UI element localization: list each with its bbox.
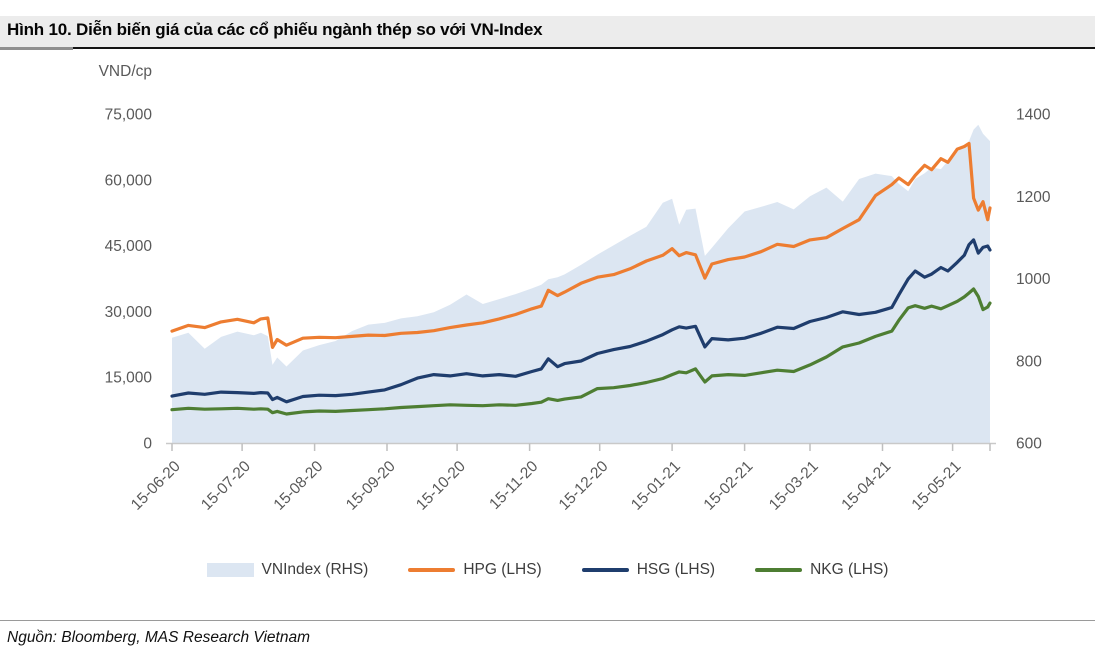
left-axis-tick: 60,000 (105, 172, 153, 189)
source-note: Nguồn: Bloomberg, MAS Research Vietnam (7, 629, 310, 646)
chart-legend: VNIndex (RHS) HPG (LHS) HSG (LHS) NKG (LHS) (0, 561, 1095, 579)
legend-line-swatch (581, 568, 629, 572)
x-axis-label: 15-07-20 (198, 458, 254, 514)
x-axis-label: 15-10-20 (413, 458, 469, 514)
left-axis-title: VND/cp (99, 63, 152, 80)
figure-title-band: Hình 10. Diễn biến giá của các cổ phiếu … (0, 16, 1095, 50)
footer-divider (0, 620, 1095, 621)
left-axis-tick: 75,000 (105, 107, 153, 124)
legend-label: HSG (LHS) (636, 561, 716, 578)
legend-item-nkg: NKG (LHS) (755, 561, 888, 579)
left-axis-tick: 15,000 (105, 370, 153, 387)
x-axis-label: 15-03-21 (766, 458, 822, 514)
x-axis-label: 15-08-20 (271, 458, 327, 514)
legend-item-hsg: HSG (LHS) (581, 561, 716, 579)
legend-label: VNIndex (RHS) (261, 561, 369, 578)
right-axis-tick: 600 (1016, 436, 1042, 453)
left-axis-tick: 45,000 (105, 238, 153, 255)
legend-label: HPG (LHS) (463, 561, 542, 578)
legend-item-hpg: HPG (LHS) (408, 561, 542, 579)
legend-line-swatch (755, 568, 803, 572)
right-axis-tick: 1400 (1016, 107, 1051, 124)
left-axis-tick: 0 (143, 436, 152, 453)
left-axis-tick: 30,000 (105, 304, 153, 321)
right-axis-tick: 800 (1016, 353, 1042, 370)
x-axis-label: 15-12-20 (556, 458, 612, 514)
right-axis-tick: 1200 (1016, 189, 1051, 206)
x-axis-label: 15-01-21 (628, 458, 684, 514)
x-axis-label: 15-09-20 (343, 458, 399, 514)
x-axis-label: 15-02-21 (701, 458, 757, 514)
legend-item-vnindex: VNIndex (RHS) (206, 561, 369, 579)
x-axis-label: 15-11-20 (486, 458, 541, 513)
hpg-line (170, 141, 992, 349)
x-axis-label: 15-06-20 (128, 458, 184, 514)
figure-title: Hình 10. Diễn biến giá của các cổ phiếu … (7, 20, 543, 39)
legend-label: NKG (LHS) (810, 561, 889, 578)
nkg-line (170, 287, 992, 416)
legend-area-swatch (206, 563, 254, 577)
x-axis-label: 15-05-21 (909, 458, 965, 514)
legend-line-swatch (408, 568, 456, 572)
right-axis-tick: 1000 (1016, 271, 1051, 288)
hsg-line (170, 238, 992, 404)
price-chart: 15-06-20 15-07-20 15-08-20 15-09-20 15-10-20… (99, 63, 1051, 514)
x-axis-label: 15-04-21 (838, 458, 894, 514)
